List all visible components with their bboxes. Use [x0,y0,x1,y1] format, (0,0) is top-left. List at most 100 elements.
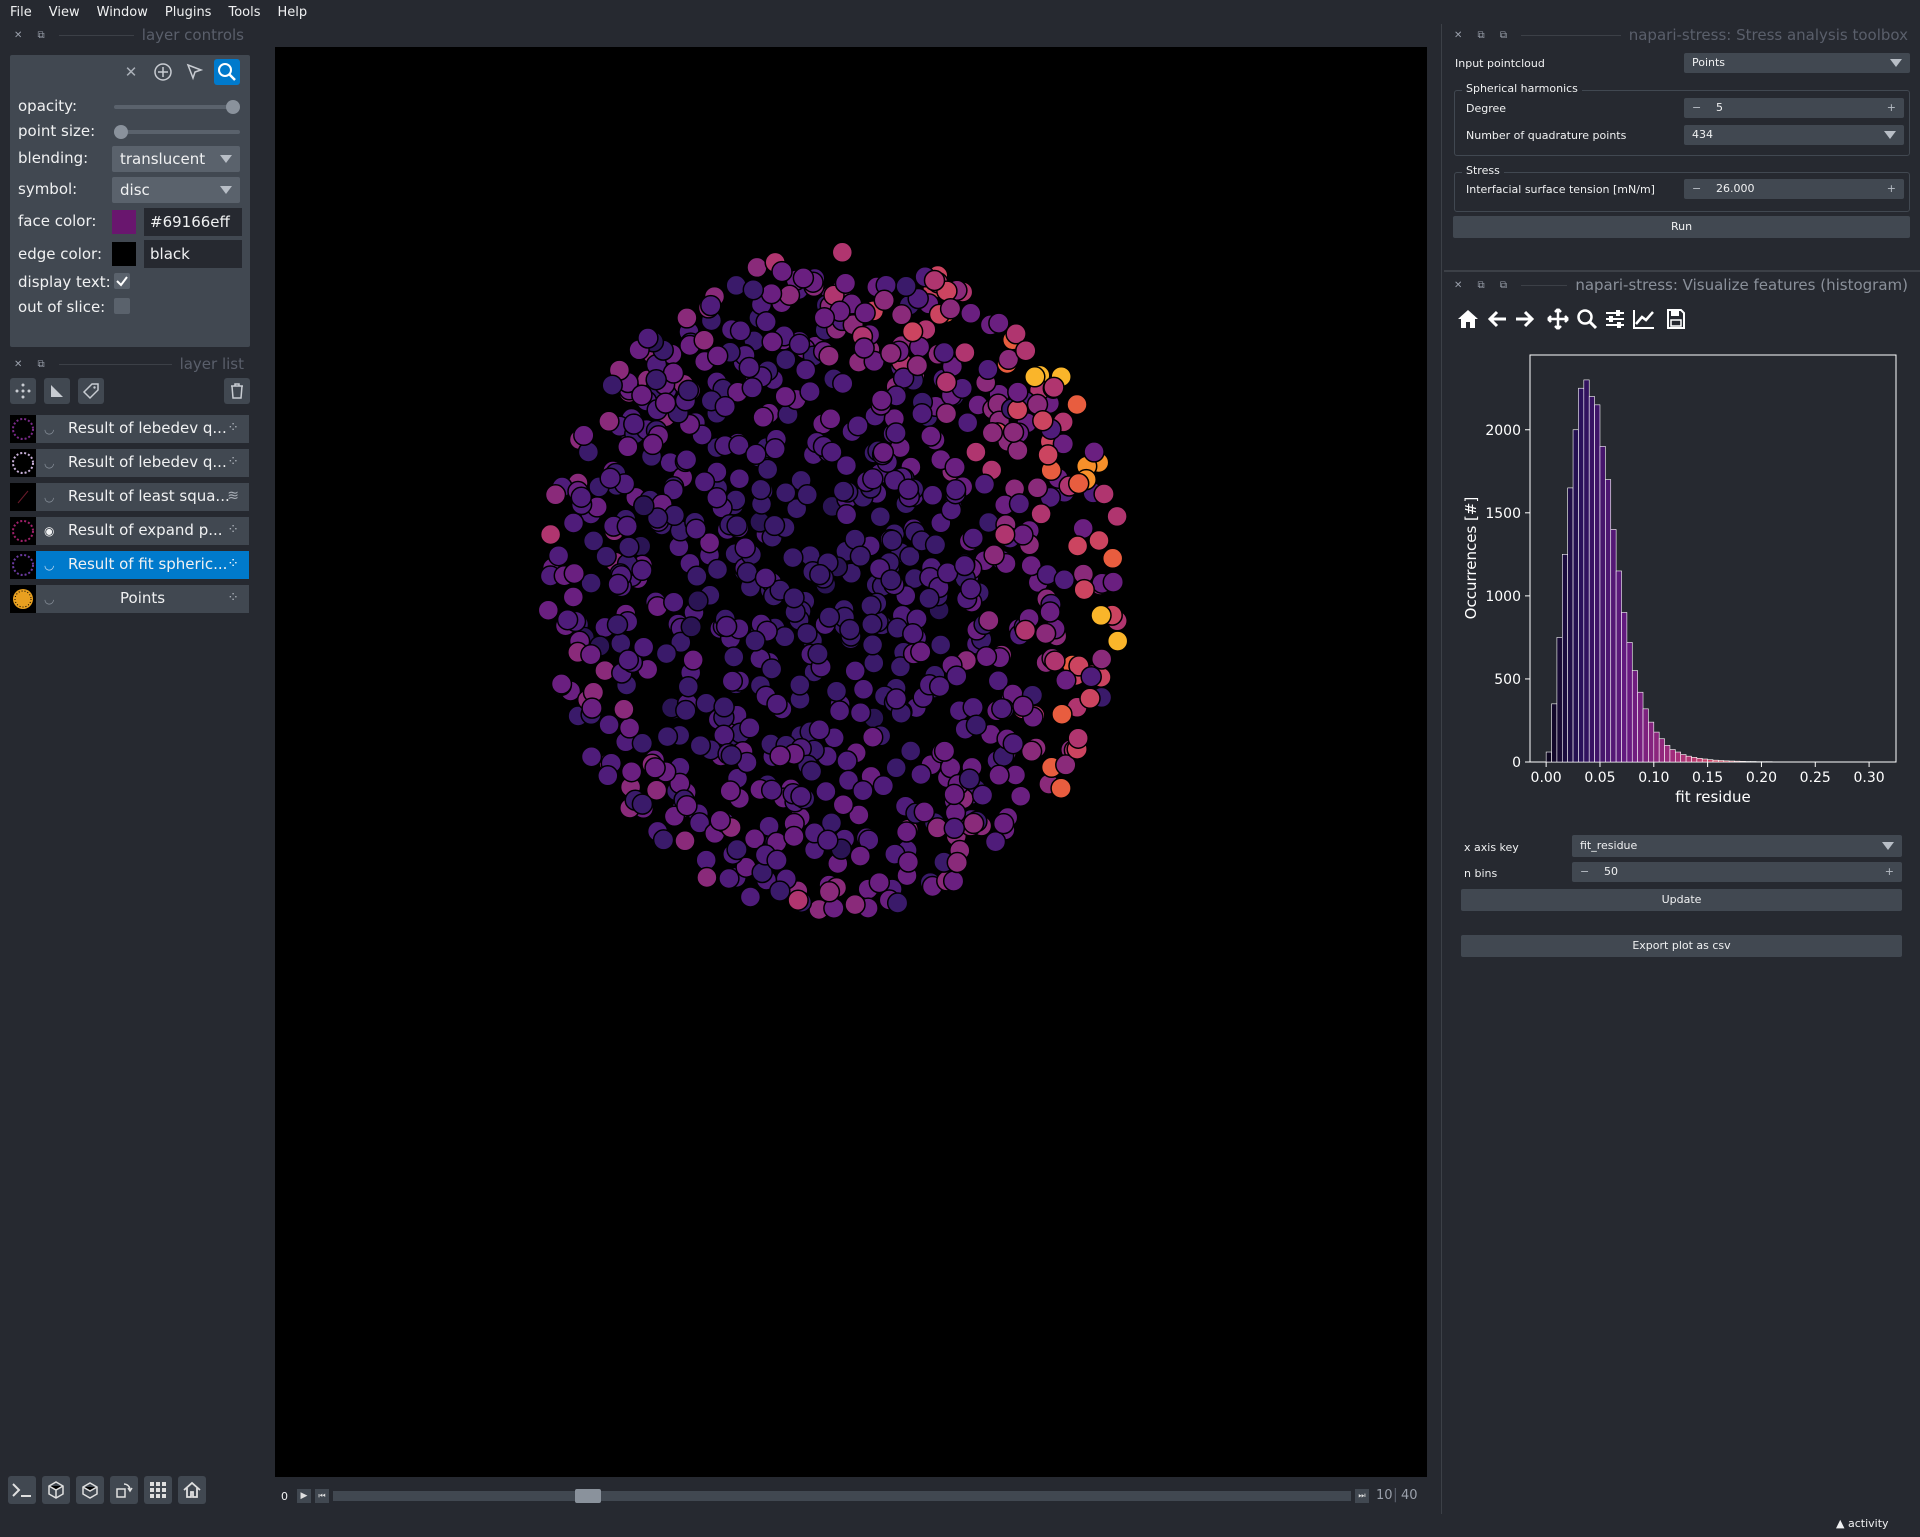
new-points-layer-button[interactable] [10,378,36,404]
layer-item[interactable]: ◡ Result of least squa... ≋ [10,483,249,511]
forward-arrow-icon[interactable] [1514,309,1536,329]
histogram-bar [1734,760,1741,763]
dock-float-icons[interactable]: ✕ ⧉ [14,358,51,370]
export-csv-button[interactable]: Export plot as csv [1461,935,1902,957]
menu-help[interactable]: Help [277,4,308,20]
menu-plugins[interactable]: Plugins [164,4,212,20]
play-icon[interactable]: ▶ [297,1489,311,1503]
surface-tension-spinbox[interactable]: − 26.000 + [1684,179,1904,199]
pan-zoom-icon[interactable] [214,59,240,85]
dims-slider-track[interactable] [333,1491,1351,1501]
visibility-eye-open-icon[interactable]: ◉ [44,524,55,538]
visibility-icon[interactable]: ◡ [44,490,55,504]
save-icon[interactable] [1666,308,1686,330]
out-of-slice-checkbox[interactable] [114,298,130,314]
blending-value: translucent [120,150,206,168]
ndisplay-button[interactable] [42,1476,70,1504]
add-points-icon[interactable] [150,59,176,85]
point-marker [1101,547,1124,570]
dims-slider-handle[interactable] [574,1489,601,1503]
edge-color-input[interactable]: black [144,240,242,268]
menu-file[interactable]: File [10,4,32,20]
point-marker [944,478,967,501]
point-marker [734,537,756,559]
face-color-swatch[interactable] [112,210,136,234]
point-marker [698,531,721,554]
point-marker [899,740,922,762]
run-button[interactable]: Run [1453,216,1910,238]
new-labels-layer-button[interactable] [78,378,104,404]
menu-view[interactable]: View [48,4,80,20]
y-tick-label: 500 [1494,672,1521,688]
dock-float-icons[interactable]: ✕ ⧉ [14,29,51,41]
point-marker [953,554,976,577]
dock-splitter[interactable] [1444,270,1920,272]
delete-selected-points-icon[interactable]: ✕ [124,63,138,81]
select-points-icon[interactable] [182,59,208,85]
point-marker [799,380,821,403]
plus-icon[interactable]: + [1886,101,1896,114]
point-marker [633,495,655,517]
layer-item-selected[interactable]: ◡ Result of fit spheric... ⁘ [10,551,249,579]
step-forward-icon[interactable]: ⏭ [1355,1489,1369,1503]
layer-item[interactable]: ◡ Points ⁘ [10,585,249,613]
new-shapes-layer-button[interactable] [44,378,70,404]
grid-view-button[interactable] [144,1476,172,1504]
blending-dropdown[interactable]: translucent [112,146,240,172]
degree-spinbox[interactable]: − 5 + [1684,98,1904,118]
update-button[interactable]: Update [1461,889,1902,911]
visibility-icon[interactable]: ◡ [44,456,55,470]
layer-item[interactable]: ◡ Result of lebedev q... ⁘ [10,415,249,443]
point-marker [696,866,718,889]
minus-icon[interactable]: − [1692,101,1702,114]
configure-subplots-icon[interactable] [1604,308,1626,330]
display-text-checkbox[interactable] [114,273,130,289]
pan-move-icon[interactable] [1546,307,1570,331]
layer-item[interactable]: ◉ Result of expand p... ⁘ [10,517,249,545]
point-size-slider-handle[interactable] [114,125,128,139]
symbol-dropdown[interactable]: disc [112,177,240,203]
face-color-input[interactable]: #69166eff [144,208,242,236]
transpose-button[interactable] [110,1476,138,1504]
dock-float-icons[interactable]: ✕ ⧉ ⧉ [1454,29,1514,41]
point-marker [709,809,731,832]
step-back-icon[interactable]: ⏮ [315,1489,329,1503]
home-icon[interactable] [1456,308,1480,330]
point-marker [754,567,777,589]
visibility-icon[interactable]: ◡ [44,592,55,606]
x-tick-label: 0.00 [1531,770,1562,786]
minus-icon[interactable]: − [1580,865,1590,878]
current-slice[interactable]: 10 [1376,1488,1393,1503]
histogram-chart[interactable]: 0.00 0.05 0.10 0.15 0.20 0.25 0.30 0 500 1000 150… [1450,340,1910,820]
opacity-slider[interactable] [114,105,240,109]
plus-icon[interactable]: + [1884,865,1894,878]
back-arrow-icon[interactable] [1486,309,1508,329]
roll-dims-button[interactable] [76,1476,104,1504]
plus-icon[interactable]: + [1886,182,1896,195]
dock-float-icons[interactable]: ✕ ⧉ ⧉ [1454,279,1514,291]
x-axis-key-dropdown[interactable]: fit_residue [1572,835,1902,857]
activity-button[interactable]: ▲ activity [1836,1517,1889,1530]
point-marker [782,546,804,569]
zoom-icon[interactable] [1576,308,1598,330]
visibility-icon[interactable]: ◡ [44,558,55,572]
y-axis-label: Occurrences [#] [1462,497,1480,620]
visibility-icon[interactable]: ◡ [44,422,55,436]
viewer-canvas[interactable] [275,47,1427,1477]
menu-tools[interactable]: Tools [228,4,261,20]
quadrature-points-dropdown[interactable]: 434 [1684,125,1904,145]
point-size-slider[interactable] [114,130,240,134]
menu-window[interactable]: Window [96,4,148,20]
layer-item[interactable]: ◡ Result of lebedev q... ⁘ [10,449,249,477]
point-marker [1102,571,1125,593]
edit-axis-icon[interactable] [1632,308,1656,330]
point-marker [933,341,955,364]
console-button[interactable] [8,1476,36,1504]
minus-icon[interactable]: − [1692,182,1702,195]
opacity-slider-handle[interactable] [226,100,240,114]
input-pointcloud-dropdown[interactable]: Points [1684,53,1910,73]
delete-layer-button[interactable] [224,378,250,404]
edge-color-swatch[interactable] [112,242,136,266]
home-reset-view-button[interactable] [178,1476,206,1504]
n-bins-spinbox[interactable]: − 50 + [1572,862,1902,882]
